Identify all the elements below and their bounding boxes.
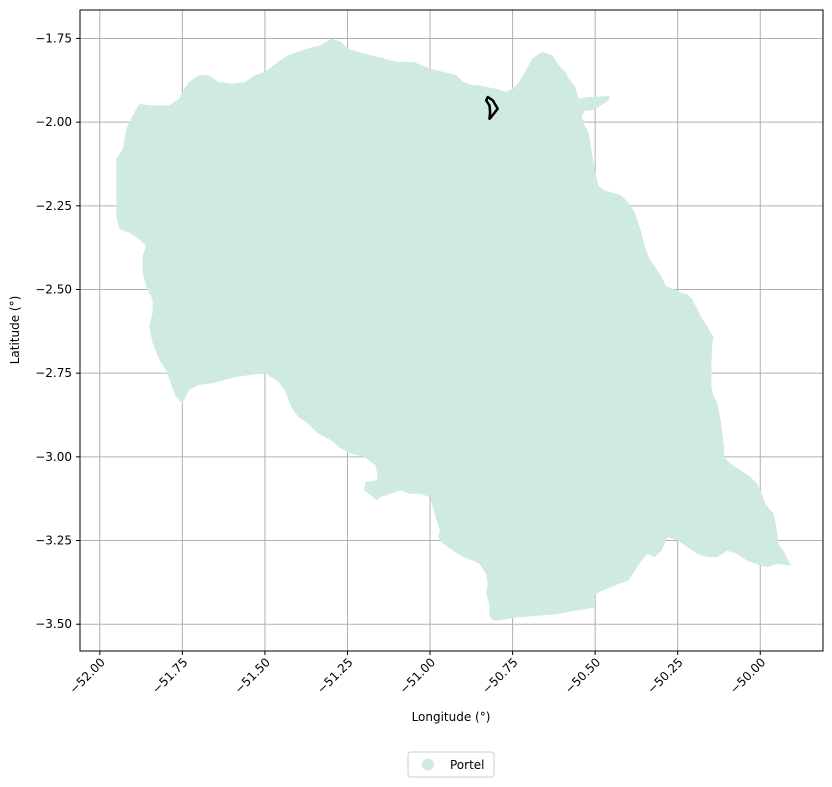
y-tick-label: −3.00: [35, 450, 72, 464]
y-tick-label: −2.00: [35, 115, 72, 129]
y-tick-label: −2.25: [35, 199, 72, 213]
y-tick-label: −3.25: [35, 534, 72, 548]
legend: Portel: [408, 752, 494, 777]
legend-marker: [422, 759, 434, 771]
y-tick-label: −2.75: [35, 366, 72, 380]
y-tick-label: −3.50: [35, 617, 72, 631]
y-tick-label: −2.50: [35, 282, 72, 296]
x-axis-label: Longitude (°): [412, 710, 491, 724]
legend-label: Portel: [450, 758, 485, 772]
y-tick-label: −1.75: [35, 31, 72, 45]
y-axis-label: Latitude (°): [8, 296, 22, 365]
